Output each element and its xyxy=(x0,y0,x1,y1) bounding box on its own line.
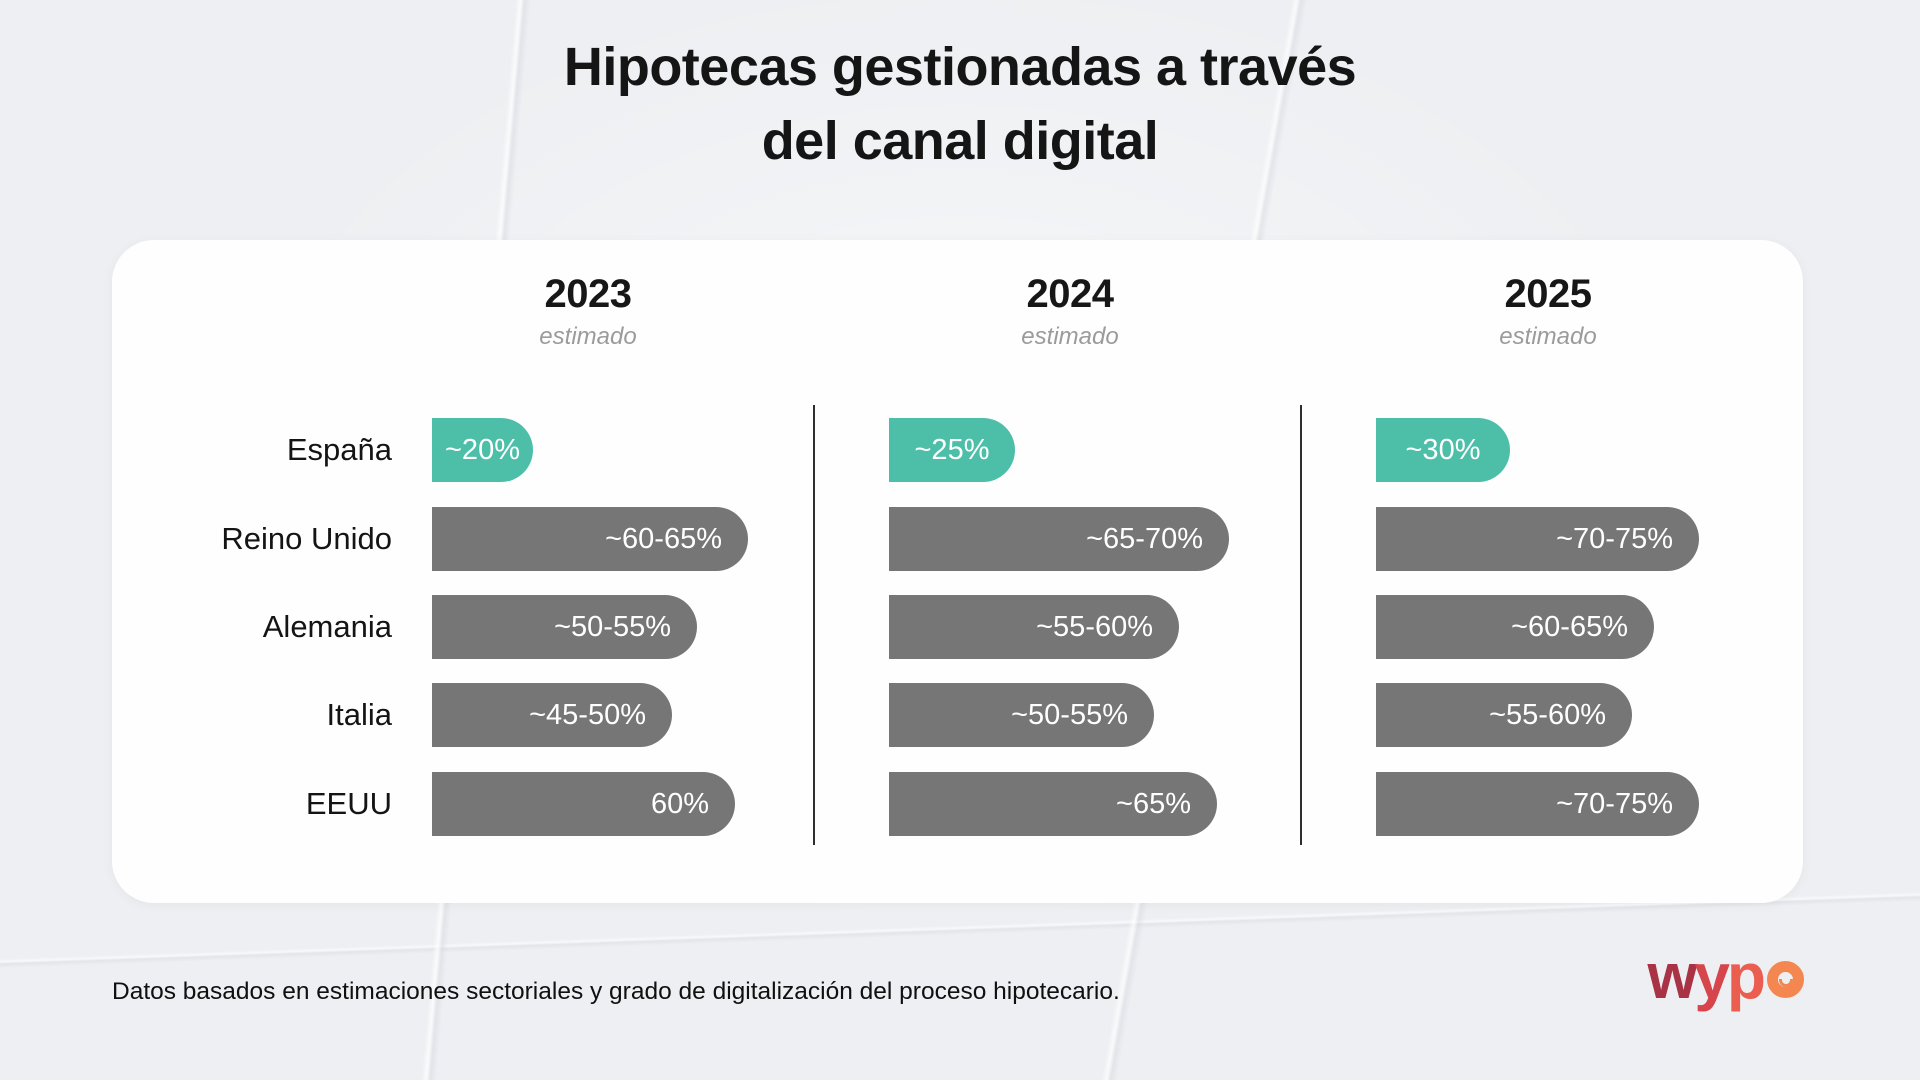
year-label: 2023 xyxy=(544,272,632,316)
column-header-2024: 2024 estimado xyxy=(1021,272,1118,351)
smile-icon xyxy=(1778,979,1793,987)
bar-2025-alemania: ~60-65% xyxy=(1376,595,1654,659)
column-header-2023: 2023 estimado xyxy=(539,272,636,351)
bar-value-label: ~70-75% xyxy=(1556,522,1673,555)
bar-2024-italia: ~50-55% xyxy=(889,683,1154,747)
logo-letter-w: w xyxy=(1647,940,1698,1012)
bar-2025-espana: ~30% xyxy=(1376,418,1510,482)
bar-value-label: ~50-55% xyxy=(1011,698,1128,731)
estimate-label: estimado xyxy=(1499,323,1597,350)
page-title: Hipotecas gestionadas a través del canal … xyxy=(0,30,1920,178)
estimate-label: estimado xyxy=(539,323,637,350)
row-label-alemania: Alemania xyxy=(262,609,392,644)
bar-value-label: ~60-65% xyxy=(1511,610,1628,643)
column-divider xyxy=(813,405,815,845)
bar-value-label: ~55-60% xyxy=(1036,610,1153,643)
logo-o-icon xyxy=(1767,961,1804,998)
bar-2024-eeuu: ~65% xyxy=(889,772,1217,836)
logo-letter-y: y xyxy=(1694,940,1730,1012)
row-label-eeuu: EEUU xyxy=(305,786,392,821)
bar-2023-reino-unido: ~60-65% xyxy=(432,507,748,571)
bar-2025-eeuu: ~70-75% xyxy=(1376,772,1699,836)
year-label: 2025 xyxy=(1504,272,1592,316)
row-label-espana: España xyxy=(286,432,392,467)
bar-2023-espana: ~20% xyxy=(432,418,533,482)
logo-letter-p: p xyxy=(1726,940,1766,1012)
bar-value-label: 60% xyxy=(650,787,709,820)
year-label: 2024 xyxy=(1026,272,1114,316)
bar-2024-espana: ~25% xyxy=(889,418,1015,482)
bar-value-label: ~55-60% xyxy=(1489,698,1606,731)
row-label-italia: Italia xyxy=(326,697,392,732)
estimate-label: estimado xyxy=(1021,323,1119,350)
bar-value-label: ~20% xyxy=(445,433,520,466)
bar-value-label: ~65% xyxy=(1116,787,1191,820)
bar-value-label: ~30% xyxy=(1405,433,1481,466)
chart-card: 2023 estimado 2024 estimado 2025 estimad… xyxy=(112,240,1803,903)
bar-value-label: ~65-70% xyxy=(1086,522,1203,555)
bar-value-label: ~50-55% xyxy=(554,610,671,643)
page-title-line2: del canal digital xyxy=(761,111,1159,171)
bar-value-label: ~25% xyxy=(914,433,990,466)
column-divider xyxy=(1300,405,1302,845)
bar-value-label: ~70-75% xyxy=(1556,787,1673,820)
bar-2025-italia: ~55-60% xyxy=(1376,683,1632,747)
bar-value-label: ~60-65% xyxy=(605,522,722,555)
page-title-line1: Hipotecas gestionadas a través xyxy=(563,37,1357,97)
bar-2023-italia: ~45-50% xyxy=(432,683,672,747)
bar-2024-alemania: ~55-60% xyxy=(889,595,1179,659)
bar-2023-eeuu: 60% xyxy=(432,772,735,836)
bar-value-label: ~45-50% xyxy=(529,698,646,731)
bar-2023-alemania: ~50-55% xyxy=(432,595,697,659)
row-label-reino-unido: Reino Unido xyxy=(221,521,392,556)
bar-2024-reino-unido: ~65-70% xyxy=(889,507,1229,571)
bar-2025-reino-unido: ~70-75% xyxy=(1376,507,1699,571)
column-header-2025: 2025 estimado xyxy=(1499,272,1596,351)
source-note: Datos basados en estimaciones sectoriale… xyxy=(112,978,1120,1005)
